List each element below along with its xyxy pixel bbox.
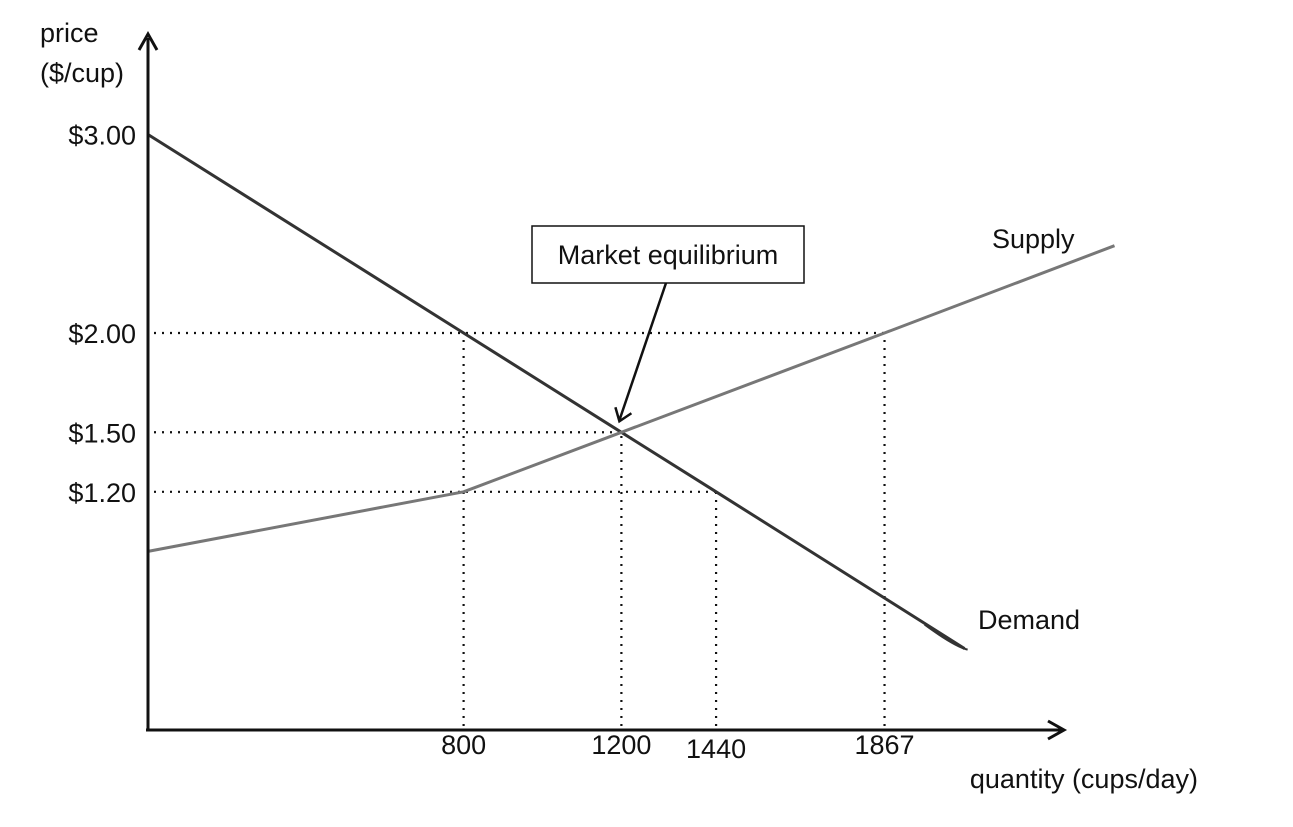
y-tick-label-3: $1.20 [68, 478, 136, 508]
y-tick-label-1: $2.00 [68, 319, 136, 349]
equilibrium-annotation-arrow [618, 282, 668, 421]
y-axis-label-line-1: price [40, 18, 99, 48]
equilibrium-annotation-text: Market equilibrium [558, 240, 779, 270]
y-axis-arrowhead [137, 30, 159, 51]
y-tick-label-2: $1.50 [68, 418, 136, 448]
demand-curve-label: Demand [978, 605, 1080, 635]
x-tick-label-800: 800 [441, 730, 486, 760]
x-tick-labels: 800 1200 1440 1867 [441, 730, 915, 764]
series-layer [147, 133, 1116, 650]
y-tick-label-0: $3.00 [68, 121, 136, 151]
x-tick-label-1440: 1440 [686, 734, 746, 764]
x-tick-label-1867: 1867 [854, 730, 914, 760]
y-axis-label-line-2: ($/cup) [40, 58, 124, 88]
demand-label-leader [924, 623, 968, 651]
x-axis-label: quantity (cups/day) [970, 764, 1198, 794]
x-tick-label-1200: 1200 [591, 730, 651, 760]
y-tick-labels: $3.00 $2.00 $1.50 $1.20 [68, 121, 136, 508]
x-axis-arrowhead [1047, 719, 1068, 741]
equilibrium-annotation-box [531, 225, 805, 284]
equilibrium-annotation-arrowhead [614, 406, 633, 424]
supply-curve [147, 244, 1116, 553]
demand-curve [147, 133, 966, 650]
supply-curve-label: Supply [992, 224, 1075, 254]
guide-lines [154, 331, 886, 726]
